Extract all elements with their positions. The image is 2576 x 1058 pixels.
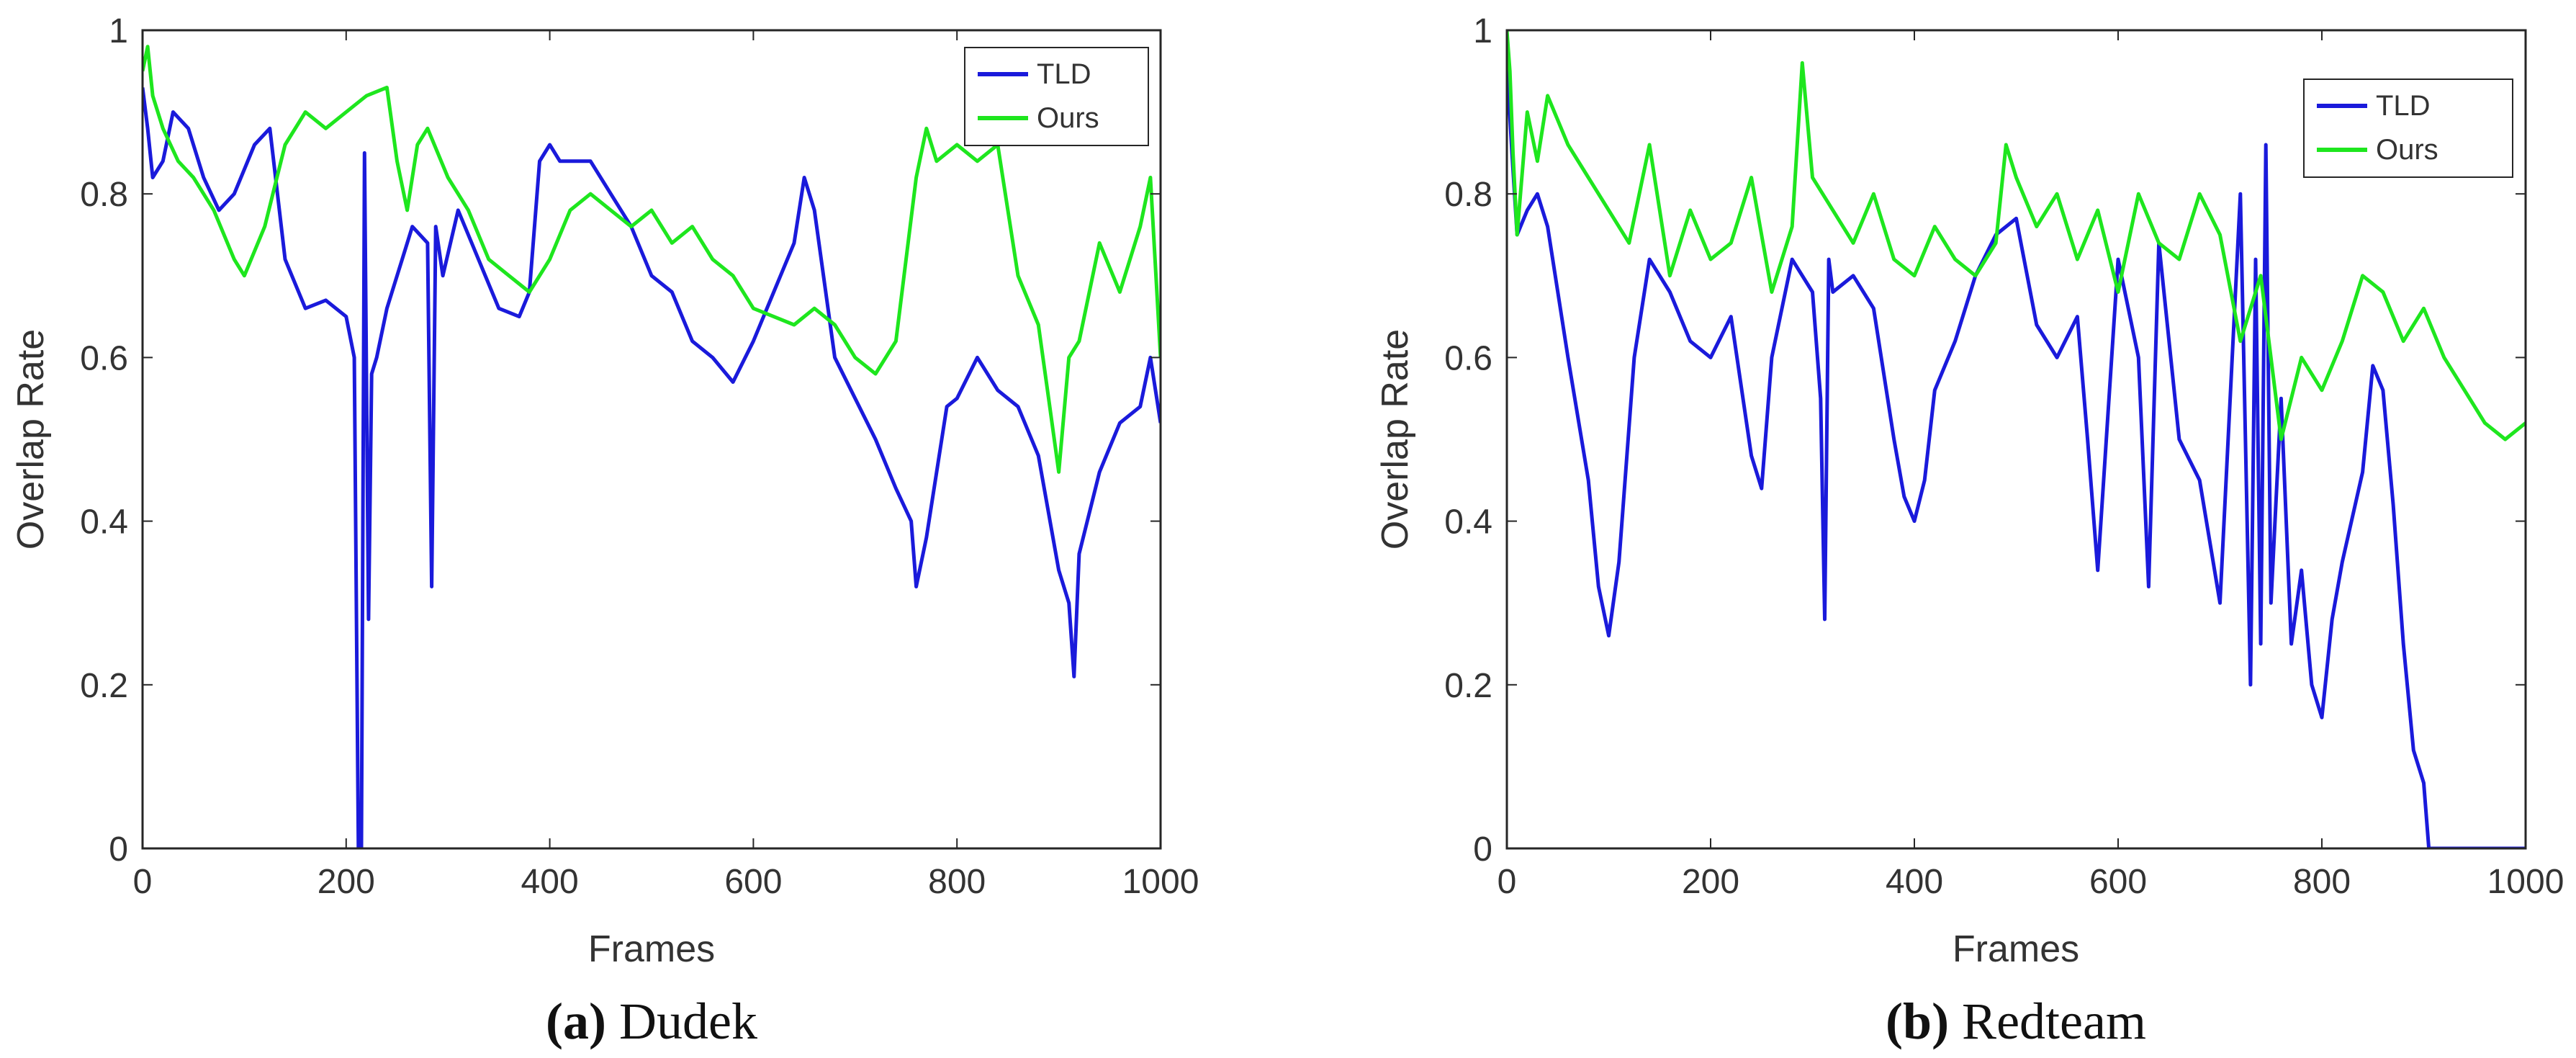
series-line-ours xyxy=(1507,30,2526,441)
axes-box xyxy=(141,29,1162,850)
legend: TLD Ours xyxy=(964,47,1149,146)
y-axis-label: Overlap Rate xyxy=(10,329,52,550)
caption-label: (a) xyxy=(546,992,606,1050)
y-tick-label: 0.2 xyxy=(1444,667,1492,705)
x-tick-label: 1000 xyxy=(2487,863,2564,901)
y-tick-label: 0 xyxy=(109,830,128,869)
y-tick-label: 0 xyxy=(1473,830,1492,869)
y-tick-label: 0.4 xyxy=(1444,503,1492,542)
axes-box xyxy=(1505,29,2527,850)
x-axis-label: Frames xyxy=(1953,928,2079,970)
caption-label: (b) xyxy=(1886,992,1949,1050)
y-axis-label: Overlap Rate xyxy=(1374,329,1416,550)
caption-name: Dudek xyxy=(619,992,757,1050)
x-axis-label: Frames xyxy=(588,928,715,970)
legend: TLD Ours xyxy=(2303,79,2513,178)
x-tick-label: 600 xyxy=(724,863,782,901)
y-tick-label: 0.4 xyxy=(80,503,128,542)
legend-label-ours: Ours xyxy=(1037,102,1099,134)
legend-label-ours: Ours xyxy=(2376,134,2438,166)
tick-group: 0 200 400 600 800 1000 0 0.2 0.4 0.6 0.8 1 xyxy=(80,12,1199,901)
y-tick-label: 0.2 xyxy=(80,667,128,705)
x-tick-label: 600 xyxy=(2089,863,2147,901)
y-tick-label: 0.6 xyxy=(80,339,128,377)
y-tick-label: 0.8 xyxy=(1444,176,1492,214)
legend-box xyxy=(2303,79,2513,178)
chart-panel-redteam: 0 200 400 600 800 1000 0 0.2 0.4 0.6 0.8 1 TLD Ours… xyxy=(1374,12,2564,1050)
legend-label-tld: TLD xyxy=(2376,90,2431,122)
x-tick-label: 800 xyxy=(2293,863,2351,901)
y-tick-label: 0.8 xyxy=(80,176,128,214)
legend-box xyxy=(964,47,1149,146)
panel-caption: (b) Redteam xyxy=(1886,992,2146,1050)
series-line-tld xyxy=(143,87,1161,848)
series-line-tld xyxy=(1507,63,2526,848)
series-group xyxy=(143,45,1161,848)
series-group xyxy=(1507,30,2526,848)
plot-area xyxy=(143,30,1161,848)
x-tick-label: 0 xyxy=(133,863,153,901)
chart-panel-dudek: 0 200 400 600 800 1000 0 0.2 0.4 0.6 0.8 1 TLD Ours… xyxy=(10,12,1199,1050)
panel-caption: (a) Dudek xyxy=(546,992,757,1050)
x-tick-label: 400 xyxy=(521,863,579,901)
x-tick-label: 200 xyxy=(1682,863,1739,901)
x-tick-label: 200 xyxy=(318,863,375,901)
legend-label-tld: TLD xyxy=(1037,58,1091,90)
y-tick-label: 0.6 xyxy=(1444,339,1492,377)
y-tick-label: 1 xyxy=(1473,12,1492,50)
x-tick-label: 800 xyxy=(928,863,986,901)
series-line-ours xyxy=(143,45,1161,474)
x-tick-label: 0 xyxy=(1498,863,1517,901)
x-tick-label: 1000 xyxy=(1122,863,1199,901)
y-tick-label: 1 xyxy=(109,12,128,50)
x-tick-label: 400 xyxy=(1886,863,1943,901)
tick-group: 0 200 400 600 800 1000 0 0.2 0.4 0.6 0.8 1 xyxy=(1444,12,2564,901)
caption-name: Redteam xyxy=(1962,992,2146,1050)
